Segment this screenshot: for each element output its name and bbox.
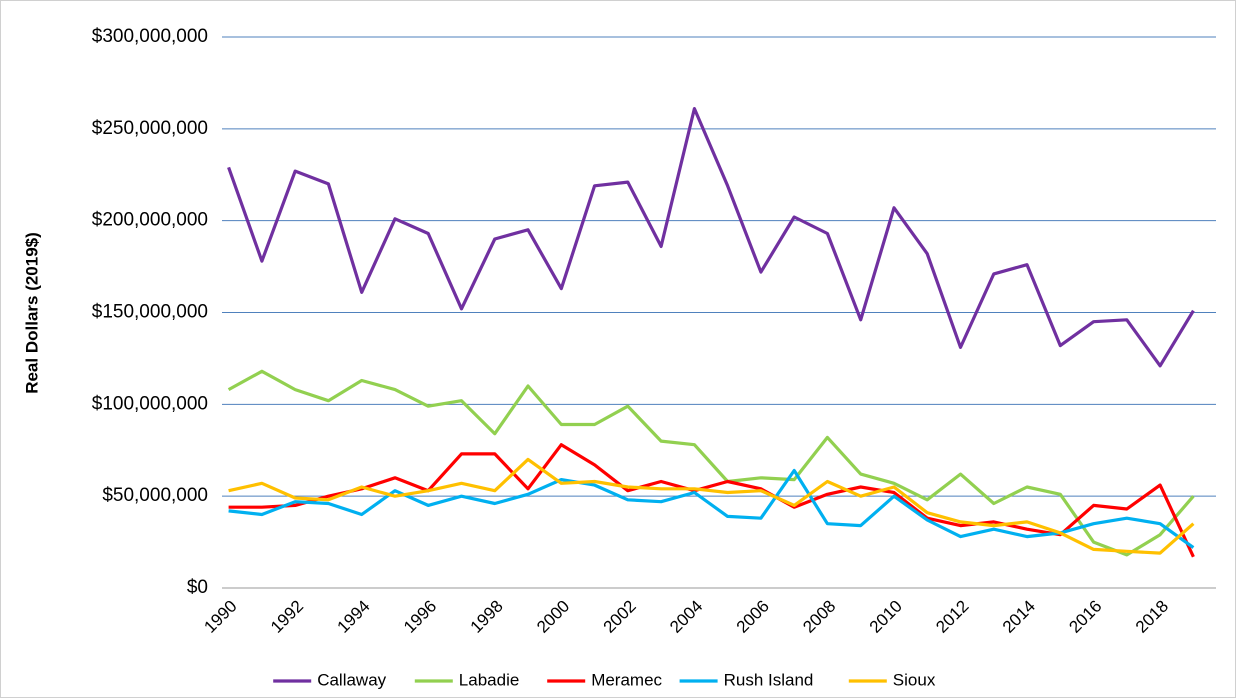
x-tick-label: 1990 — [200, 597, 240, 637]
y-tick-label: $100,000,000 — [92, 393, 208, 414]
legend-label: Rush Island — [724, 670, 814, 689]
x-tick-label: 2008 — [799, 597, 839, 637]
x-tick-label: 2006 — [733, 597, 773, 637]
x-tick-label: 1994 — [334, 597, 374, 637]
y-axis-title: Real Dollars (2019$) — [22, 232, 41, 394]
x-tick-label: 1998 — [467, 597, 507, 637]
legend-label: Sioux — [893, 670, 936, 689]
x-tick-label: 2018 — [1132, 597, 1172, 637]
x-tick-label: 2002 — [600, 597, 640, 637]
series-line — [227, 369, 1195, 557]
y-tick-label: $0 — [187, 577, 208, 598]
y-tick-label: $150,000,000 — [92, 302, 208, 323]
y-tick-label: $250,000,000 — [92, 118, 208, 139]
legend-label: Callaway — [317, 670, 386, 689]
series-line — [228, 468, 1195, 549]
x-tick-label: 2014 — [999, 597, 1039, 637]
legend-label: Labadie — [459, 670, 520, 689]
series-line — [228, 457, 1195, 555]
x-tick-label: 2016 — [1065, 597, 1105, 637]
x-tick-label: 2000 — [533, 597, 573, 637]
x-tick-label: 1992 — [267, 597, 307, 637]
series-line — [227, 107, 1195, 368]
x-tick-label: 2010 — [866, 597, 906, 637]
legend-label: Meramec — [591, 670, 662, 689]
x-tick-label: 2004 — [666, 597, 706, 637]
y-tick-label: $300,000,000 — [92, 26, 208, 47]
y-tick-label: $200,000,000 — [92, 210, 208, 231]
x-tick-label: 1996 — [400, 597, 440, 637]
y-tick-label: $50,000,000 — [102, 485, 208, 506]
x-tick-label: 2012 — [932, 597, 972, 637]
series-line — [228, 443, 1195, 558]
